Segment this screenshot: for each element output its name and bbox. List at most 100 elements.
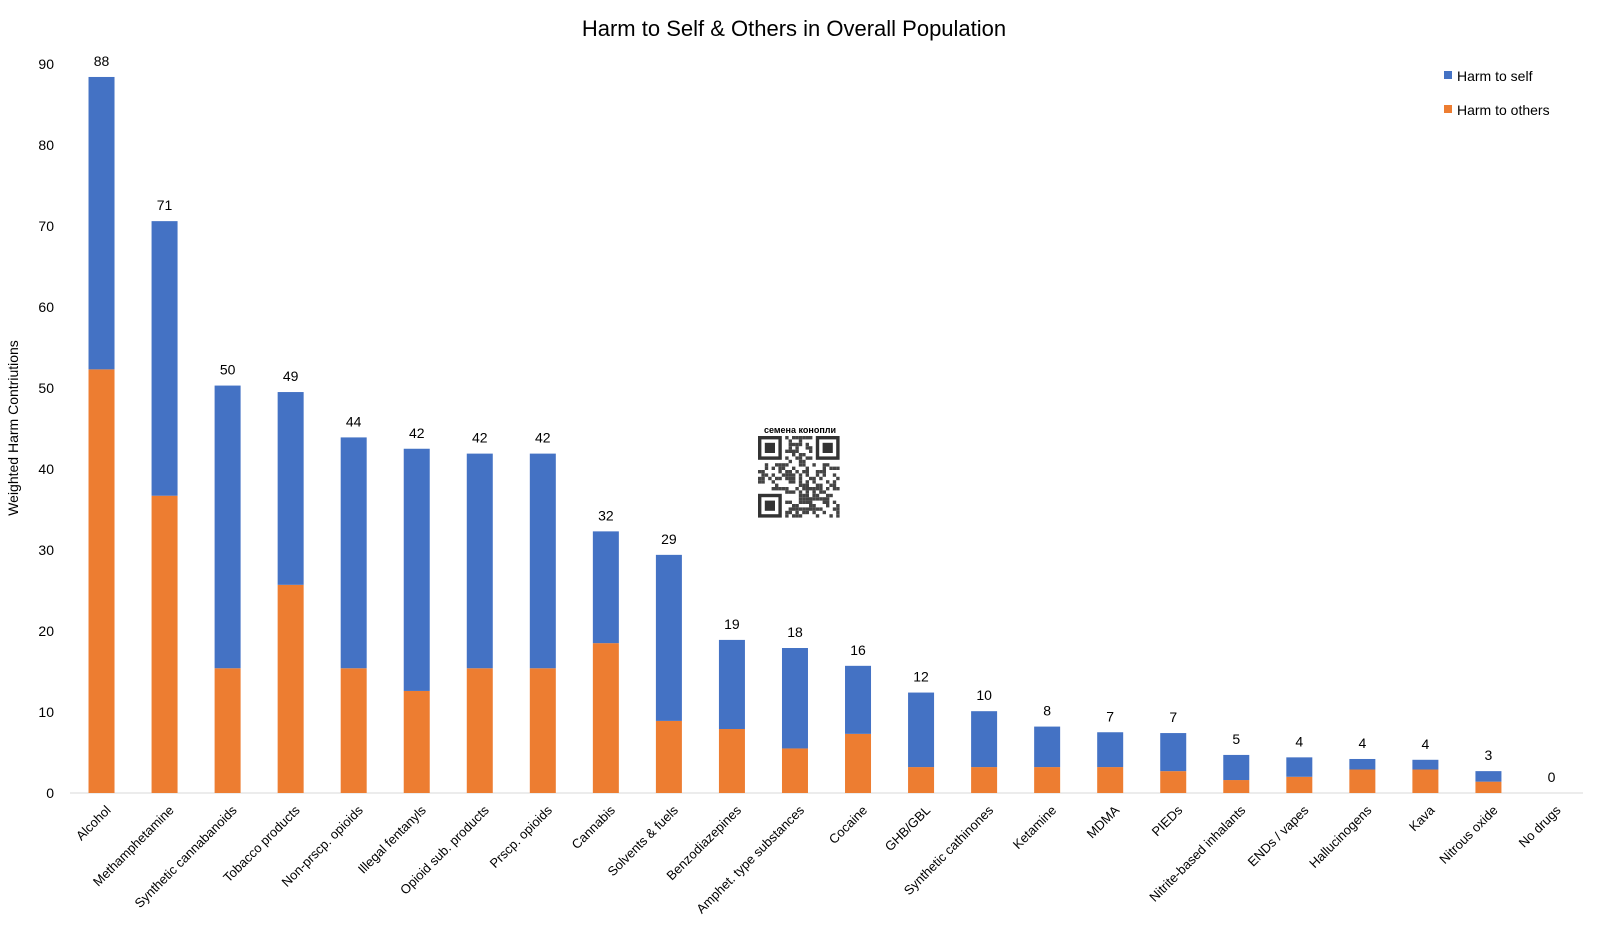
y-tick-label: 40 (38, 461, 54, 477)
qr-finder (822, 442, 833, 453)
x-tick-label: Nitrous oxide (1436, 803, 1500, 867)
total-data-label: 5 (1232, 731, 1240, 747)
qr-module (795, 507, 799, 511)
qr-module (795, 514, 799, 518)
total-data-label: 7 (1106, 708, 1114, 724)
total-data-label: 4 (1295, 733, 1303, 749)
total-data-label: 7 (1169, 709, 1177, 725)
qr-module (758, 476, 762, 481)
qr-module (792, 442, 796, 447)
total-data-label: 44 (346, 413, 362, 429)
qr-module (795, 442, 799, 447)
qr-module (805, 456, 809, 460)
qr-module (809, 449, 813, 453)
y-tick-label: 90 (38, 56, 54, 72)
qr-module (802, 483, 806, 487)
bar-harm-to-self (592, 531, 619, 644)
x-tick-label: Synthetic cannabanoids (132, 802, 241, 911)
qr-module (812, 476, 816, 481)
qr-module (785, 463, 789, 467)
bar-harm-to-others (88, 369, 115, 793)
bar-harm-to-others (214, 668, 241, 793)
qr-module (798, 483, 803, 487)
qr-module (832, 507, 837, 511)
bar-harm-to-others (151, 495, 178, 793)
qr-module (781, 466, 786, 470)
qr-module (761, 473, 765, 477)
total-data-label: 4 (1358, 735, 1366, 751)
y-axis-ticks: 0 10 20 30 40 50 60 70 80 90 (38, 56, 54, 801)
qr-module (836, 476, 840, 481)
qr-module (761, 470, 765, 474)
bar-harm-to-others (340, 668, 367, 793)
qr-module (788, 476, 792, 481)
qr-module (785, 449, 789, 453)
bar-harm-to-self (1223, 754, 1250, 781)
qr-module (815, 487, 820, 491)
qr-module (805, 436, 809, 440)
bar-harm-to-others (845, 733, 872, 793)
total-data-label: 19 (724, 616, 740, 632)
qr-module (815, 497, 820, 501)
chart-title: Harm to Self & Others in Overall Populat… (582, 16, 1006, 41)
qr-module (802, 470, 806, 474)
qr-module (775, 487, 779, 491)
qr-module (795, 446, 799, 450)
qr-module (798, 473, 803, 477)
qr-module (785, 500, 789, 504)
bar-harm-to-self (781, 648, 808, 749)
bar-harm-to-others (1475, 781, 1502, 793)
total-data-label: 42 (535, 430, 551, 446)
qr-module (788, 490, 792, 494)
bar-harm-to-others (655, 720, 682, 793)
qr-module (792, 490, 796, 494)
qr-module (798, 453, 803, 457)
qr-module (788, 449, 792, 453)
x-tick-label: PIEDs (1149, 802, 1186, 839)
qr-module (764, 466, 769, 470)
qr-module (798, 493, 803, 498)
qr-module (798, 436, 803, 440)
qr-module (812, 507, 816, 511)
qr-module (785, 487, 789, 491)
qr-module (815, 507, 820, 511)
qr-module (802, 507, 806, 511)
qr-module (761, 480, 765, 484)
qr-module (798, 439, 803, 443)
qr-module (758, 470, 762, 474)
qr-module (785, 476, 789, 481)
total-data-label: 32 (598, 507, 614, 523)
total-data-label: 42 (472, 430, 488, 446)
qr-module (829, 466, 833, 470)
qr-module (826, 500, 830, 504)
qr-module (768, 476, 772, 481)
legend-label-harm-to-self: Harm to self (1457, 68, 1533, 84)
total-data-label: 3 (1485, 747, 1493, 763)
total-data-label: 18 (787, 624, 803, 640)
qr-module (778, 470, 782, 474)
qr-module (832, 466, 837, 470)
qr-module (781, 463, 786, 467)
qr-module (805, 480, 809, 484)
qr-code-icon (758, 436, 840, 518)
qr-module (785, 514, 789, 518)
bar-harm-to-self (1412, 759, 1439, 770)
qr-module (785, 510, 789, 515)
qr-module (809, 446, 813, 450)
qr-finder (764, 500, 775, 511)
bar-harm-to-others (1160, 771, 1187, 793)
qr-module (836, 487, 840, 491)
bar-harm-to-self (466, 453, 493, 669)
qr-module (798, 442, 803, 447)
qr-module (802, 500, 806, 504)
qr-module (778, 463, 782, 467)
bar-harm-to-self (151, 221, 178, 496)
qr-module (812, 490, 816, 494)
qr-module (805, 466, 809, 470)
qr-module (785, 473, 789, 477)
qr-module (788, 500, 792, 504)
total-data-label: 4 (1421, 736, 1429, 752)
qr-module (822, 490, 826, 494)
qr-code-watermark: семена конопли (758, 425, 840, 518)
